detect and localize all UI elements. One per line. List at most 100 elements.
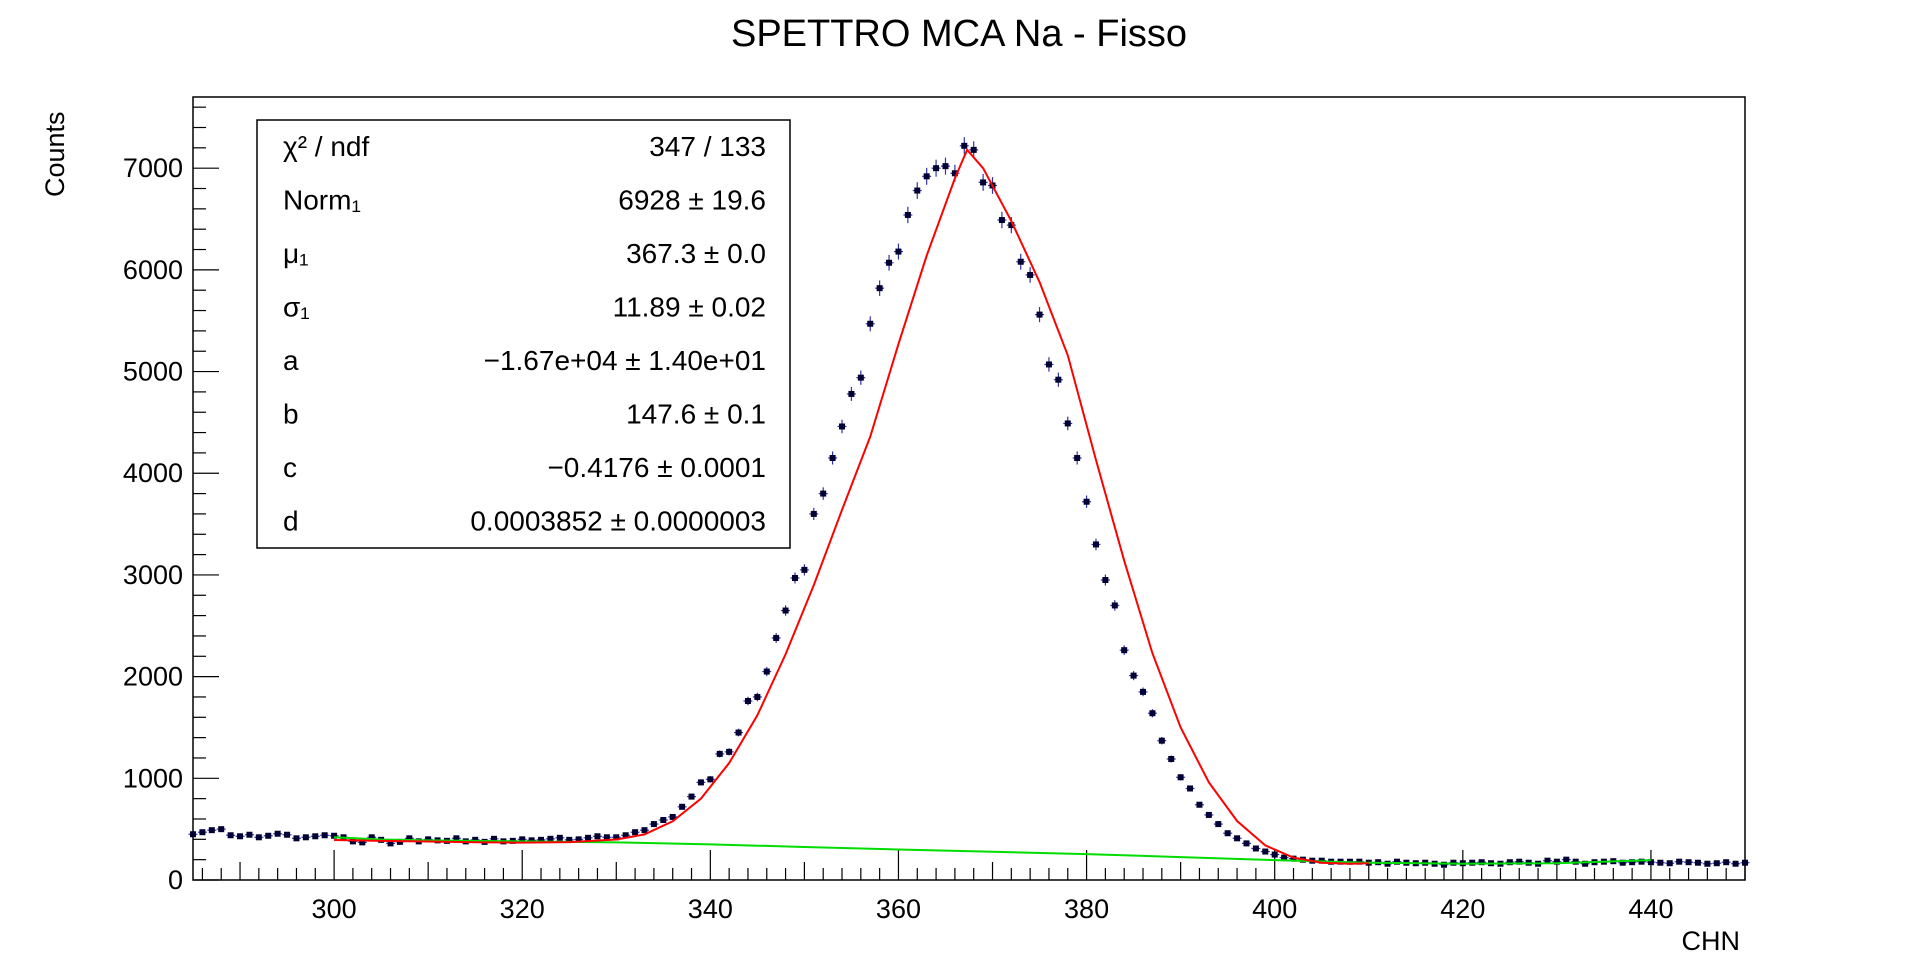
data-point <box>1091 538 1101 551</box>
data-point <box>837 419 847 434</box>
data-marker <box>547 835 554 842</box>
data-point <box>893 243 903 260</box>
stat-name: σ₁ <box>283 292 310 323</box>
data-point <box>282 831 292 838</box>
data-point <box>649 821 659 828</box>
data-point <box>329 832 339 839</box>
data-marker <box>528 837 535 844</box>
data-marker <box>1111 602 1118 609</box>
data-marker <box>688 793 695 800</box>
y-axis-label: Counts <box>40 111 70 197</box>
data-marker <box>679 803 686 810</box>
x-tick-label: 400 <box>1252 894 1297 924</box>
data-point <box>997 211 1007 229</box>
data-marker <box>1083 498 1090 505</box>
data-point <box>1185 785 1195 792</box>
data-point <box>1176 774 1186 781</box>
stat-value: 367.3 ± 0.0 <box>626 238 766 269</box>
data-point <box>1542 857 1552 864</box>
data-marker <box>566 836 573 843</box>
data-marker <box>1130 672 1137 679</box>
y-tick-label: 7000 <box>123 153 183 183</box>
data-point <box>1712 860 1722 867</box>
data-marker <box>255 834 262 841</box>
data-marker <box>538 836 545 843</box>
data-point <box>1702 860 1712 867</box>
data-point <box>1693 859 1703 866</box>
data-marker <box>1243 840 1250 847</box>
data-point <box>677 803 687 810</box>
data-point <box>1721 859 1731 866</box>
data-marker <box>1563 856 1570 863</box>
data-marker <box>697 779 704 786</box>
data-point <box>1270 851 1280 858</box>
data-point <box>865 316 875 332</box>
data-marker <box>1271 851 1278 858</box>
data-marker <box>857 374 864 381</box>
data-point <box>1204 811 1214 818</box>
data-marker <box>208 827 215 834</box>
data-point <box>658 817 668 824</box>
data-marker <box>1149 710 1156 717</box>
x-tick-label: 300 <box>312 894 357 924</box>
data-marker <box>1045 361 1052 368</box>
data-marker <box>1694 859 1701 866</box>
y-axis: 0 1000 2000 3000 4000 5000 6000 7000 <box>123 106 219 895</box>
data-point <box>301 834 311 841</box>
gaussian-fit-line <box>334 148 1369 865</box>
data-marker <box>1064 420 1071 427</box>
data-marker <box>1638 858 1645 865</box>
data-marker <box>970 146 977 153</box>
data-marker <box>961 142 968 149</box>
data-point <box>687 793 697 800</box>
x-tick-label: 380 <box>1064 894 1109 924</box>
data-marker <box>1553 858 1560 865</box>
data-marker <box>246 831 253 838</box>
data-marker <box>801 566 808 573</box>
data-point <box>762 666 772 677</box>
data-marker <box>923 173 930 180</box>
data-point <box>931 159 941 177</box>
x-tick-label: 360 <box>876 894 921 924</box>
data-point <box>1082 495 1092 508</box>
data-point <box>903 206 913 224</box>
data-point <box>621 832 631 839</box>
data-point <box>1194 801 1204 808</box>
data-point <box>273 830 283 837</box>
data-point <box>1731 860 1741 867</box>
data-marker <box>1102 577 1109 584</box>
data-marker <box>227 832 234 839</box>
data-marker <box>519 836 526 843</box>
stat-name: b <box>283 399 299 430</box>
plot-frame <box>192 96 1746 881</box>
data-point <box>1674 858 1684 865</box>
data-marker <box>1441 861 1448 868</box>
data-marker <box>368 834 375 841</box>
data-marker <box>1582 860 1589 867</box>
data-point <box>1147 709 1157 718</box>
data-point <box>1213 821 1223 828</box>
data-marker <box>1121 647 1128 654</box>
data-marker <box>876 285 883 292</box>
data-marker <box>284 831 291 838</box>
data-marker <box>867 320 874 327</box>
data-marker <box>1168 755 1175 762</box>
data-point <box>1025 267 1035 283</box>
data-marker <box>820 490 827 497</box>
data-point <box>828 451 838 465</box>
data-marker <box>933 165 940 172</box>
data-point <box>940 157 950 175</box>
data-marker <box>293 835 300 842</box>
data-point <box>226 832 236 839</box>
data-point <box>846 386 856 401</box>
data-marker <box>199 829 206 836</box>
data-marker <box>1393 858 1400 865</box>
data-marker <box>274 830 281 837</box>
data-point <box>602 834 612 841</box>
data-marker <box>321 832 328 839</box>
data-point <box>1251 845 1261 852</box>
stat-name: χ² / ndf <box>283 131 370 162</box>
data-marker <box>1704 860 1711 867</box>
data-marker <box>632 829 639 836</box>
data-point <box>188 831 198 838</box>
